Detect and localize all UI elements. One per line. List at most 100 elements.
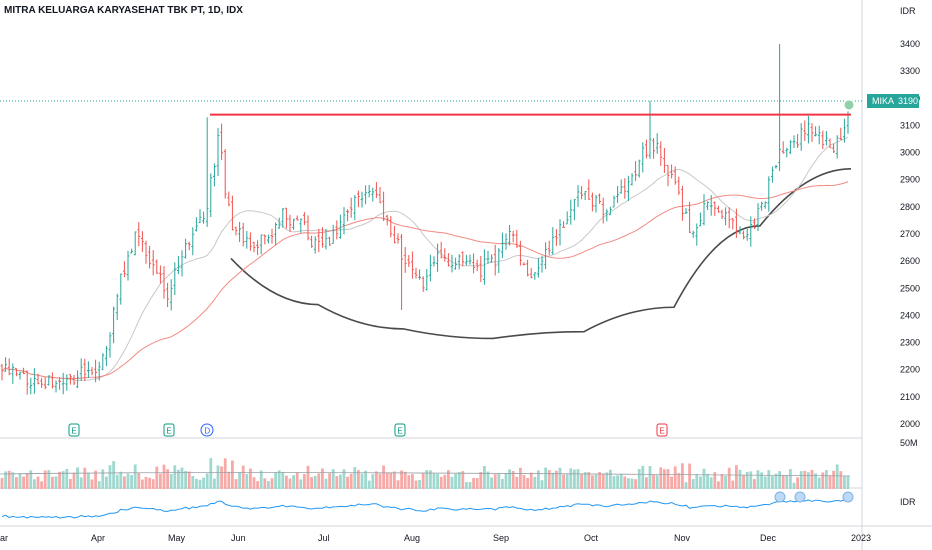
volume-bar: [468, 482, 472, 489]
volume-bar: [184, 471, 187, 489]
price-tick-label: 2900: [900, 175, 920, 185]
volume-bar: [353, 467, 357, 489]
volume-bar: [558, 467, 562, 489]
event-marker-label: D: [204, 427, 210, 436]
volume-bar: [299, 479, 303, 489]
volume-bar: [526, 478, 529, 489]
volume-bar: [522, 475, 526, 489]
volume-bar: [313, 475, 317, 489]
volume-bar: [493, 474, 497, 489]
volume-bar: [259, 470, 263, 489]
volume-bar: [123, 476, 126, 489]
volume-bar: [79, 477, 83, 489]
volume-bar: [295, 472, 299, 489]
volume-bar: [576, 469, 580, 489]
volume-bar: [781, 474, 785, 489]
volume-bar: [198, 479, 202, 489]
volume-bar: [43, 470, 47, 489]
volume-bar: [25, 473, 29, 489]
volume-bar: [648, 466, 652, 489]
volume-bar: [18, 473, 22, 489]
volume-bar: [94, 470, 97, 489]
volume-bar: [807, 472, 810, 489]
volume-bar: [40, 481, 43, 489]
price-tick-label: 2400: [900, 310, 920, 320]
volume-bar: [454, 473, 457, 489]
volume-bar: [324, 478, 328, 489]
volume-bar: [389, 472, 393, 489]
volume-bar: [335, 476, 339, 489]
volume-ma-line: [0, 472, 851, 477]
volume-bar: [108, 465, 112, 489]
volume-bar: [436, 473, 439, 489]
volume-bar: [83, 467, 87, 489]
volume-bar: [339, 474, 342, 489]
volume-bar: [713, 472, 717, 489]
volume-bar: [803, 470, 807, 489]
volume-bar: [202, 477, 205, 489]
volume-bar: [447, 470, 450, 489]
volume-bar: [846, 476, 850, 489]
volume-bar: [177, 469, 180, 489]
event-marker-earnings: E: [163, 423, 175, 437]
volume-bar: [281, 471, 285, 489]
volume-bar: [695, 473, 699, 489]
volume-bar: [61, 471, 65, 489]
volume-bar: [461, 471, 465, 489]
volume-bar: [213, 478, 216, 489]
volume-bar: [105, 476, 108, 489]
volume-bar: [256, 481, 259, 489]
volume-bar: [310, 477, 313, 489]
earnings-icon: [68, 423, 80, 437]
event-marker-label: E: [71, 427, 76, 436]
volume-bar: [580, 474, 583, 489]
volume-bar: [666, 469, 670, 489]
volume-bar: [173, 465, 177, 489]
volume-bar: [360, 473, 364, 489]
time-tick-label: May: [168, 533, 186, 543]
volume-bar: [357, 470, 360, 489]
volume-bar: [97, 481, 101, 489]
volume-layer: [0, 458, 851, 489]
volume-bar: [252, 477, 256, 489]
volume-bar: [0, 477, 4, 489]
time-tick-label: Nov: [674, 533, 691, 543]
price-tag-value: 3190: [898, 96, 918, 106]
volume-bar: [565, 474, 569, 489]
volume-bar: [551, 472, 555, 489]
volume-bar: [825, 470, 828, 489]
price-tick-label: 2300: [900, 338, 920, 348]
volume-bar: [331, 469, 335, 489]
volume-bar: [403, 471, 407, 489]
price-tick-label: 2100: [900, 392, 920, 402]
volume-bar: [756, 470, 760, 489]
indicator-layer: [1, 491, 854, 519]
volume-bar: [634, 479, 637, 489]
dividend-icon: [200, 423, 214, 437]
ma-fast-line: [1, 136, 849, 382]
volume-bar: [810, 469, 814, 489]
volume-bar: [400, 470, 403, 489]
volume-bar: [529, 472, 533, 489]
volume-bar: [119, 471, 123, 489]
volume-bar: [727, 467, 731, 489]
volume-bar: [364, 470, 367, 489]
earnings-icon: [394, 423, 406, 437]
volume-bar: [817, 477, 821, 489]
volume-bar: [835, 464, 839, 489]
volume-bar: [789, 469, 792, 489]
volume-bar: [115, 474, 119, 489]
volume-bar: [126, 473, 130, 489]
earnings-icon: [163, 423, 175, 437]
volume-bar: [371, 474, 375, 489]
event-marker-earnings: E: [656, 423, 668, 437]
volume-bar: [166, 469, 169, 489]
volume-bar: [670, 476, 673, 489]
volume-bar: [425, 470, 429, 489]
volume-bar: [508, 469, 511, 489]
volume-bar: [22, 476, 25, 489]
volume-bar: [612, 476, 616, 489]
